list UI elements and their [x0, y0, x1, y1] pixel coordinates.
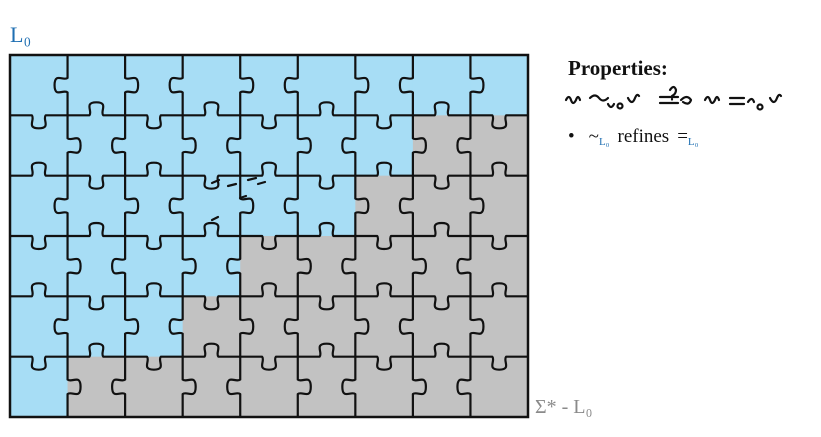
puzzle-piece: [297, 55, 356, 116]
puzzle-seam-vertical: [456, 55, 485, 417]
puzzle-seam-horizontal: [10, 161, 528, 190]
tilde-symbol: ~: [588, 126, 599, 147]
puzzle-pieces: [10, 55, 529, 418]
puzzle-piece: [470, 296, 529, 358]
puzzle-piece: [182, 356, 241, 418]
puzzle-seam-horizontal: [10, 342, 528, 371]
dashed-marks: [210, 176, 267, 222]
puzzle-piece: [470, 356, 529, 418]
puzzle-piece: [297, 356, 356, 418]
puzzle-piece: [125, 356, 184, 418]
puzzle-piece: [182, 115, 241, 177]
equals-symbol: =: [677, 126, 688, 147]
refines-word: refines: [617, 126, 670, 147]
puzzle-seams: [10, 55, 528, 417]
puzzle-seam-vertical: [53, 55, 82, 417]
puzzle-piece: [240, 236, 299, 297]
puzzle-piece: [67, 236, 126, 297]
puzzle-piece: [412, 356, 472, 418]
puzzle-piece: [412, 175, 472, 237]
dash-mark: [226, 182, 238, 188]
puzzle-piece: [125, 175, 184, 237]
puzzle-piece: [355, 55, 414, 116]
puzzle-piece: [10, 356, 69, 418]
puzzle-piece: [297, 296, 356, 358]
property-bullet: • ~L₀ refines =L₀: [568, 126, 698, 148]
dash-mark: [210, 178, 221, 185]
puzzle-piece: [182, 55, 241, 116]
dash-mark: [256, 180, 267, 186]
puzzle-seam-horizontal: [10, 101, 528, 130]
puzzle-piece: [10, 236, 69, 297]
puzzle-piece: [240, 115, 299, 177]
puzzle-piece: [470, 115, 529, 177]
puzzle-piece: [355, 115, 414, 177]
puzzle-piece: [355, 356, 414, 418]
puzzle-piece: [182, 236, 241, 297]
puzzle-piece: [240, 55, 299, 116]
puzzle-piece: [67, 175, 126, 237]
puzzle-piece: [125, 115, 184, 177]
puzzle-piece: [125, 236, 184, 297]
puzzle-piece: [355, 296, 414, 358]
puzzle-piece: [297, 115, 356, 177]
puzzle-seam-vertical: [111, 55, 140, 417]
equals-subscript: L₀: [687, 136, 699, 148]
puzzle-piece: [412, 55, 472, 116]
puzzle-piece: [355, 236, 414, 297]
puzzle-seam-horizontal: [10, 221, 528, 251]
puzzle-seam-vertical: [283, 55, 312, 417]
language-label: L₀: [10, 22, 32, 47]
puzzle-piece: [10, 175, 69, 237]
puzzle-diagram: [8, 53, 530, 419]
puzzle-seam-vertical: [168, 55, 197, 417]
puzzle-seam-vertical: [341, 55, 370, 417]
puzzle-piece: [470, 175, 529, 237]
puzzle-seam-vertical: [398, 55, 427, 417]
puzzle-piece: [412, 296, 472, 358]
puzzle-piece: [125, 296, 184, 358]
puzzle-piece: [240, 296, 299, 358]
complement-label: Σ* - L₀: [535, 396, 593, 418]
puzzle-frame: [8, 53, 530, 419]
puzzle-seam-vertical: [226, 55, 255, 417]
puzzle-piece: [10, 115, 69, 177]
bullet-dot: •: [568, 126, 575, 147]
puzzle-piece: [67, 296, 126, 358]
puzzle-piece: [240, 356, 299, 418]
puzzle-piece: [182, 296, 241, 358]
dash-mark: [246, 176, 258, 182]
puzzle-piece: [412, 236, 472, 297]
dash-mark: [238, 194, 248, 200]
puzzle-seam-horizontal: [10, 282, 528, 311]
puzzle-piece: [470, 55, 529, 116]
properties-title: Properties:: [568, 56, 668, 80]
puzzle-piece: [125, 55, 184, 116]
puzzle-piece: [297, 236, 356, 297]
puzzle-piece: [10, 55, 69, 116]
puzzle-piece: [470, 236, 529, 297]
handwritten-note: [564, 85, 783, 111]
puzzle-piece: [10, 296, 69, 358]
puzzle-piece: [355, 175, 414, 237]
dash-mark: [210, 215, 220, 222]
puzzle-piece: [412, 115, 472, 177]
puzzle-piece: [67, 356, 126, 418]
tilde-subscript: L₀: [598, 136, 610, 148]
puzzle-piece: [67, 55, 126, 116]
puzzle-piece: [240, 175, 299, 237]
puzzle-piece: [297, 175, 356, 237]
puzzle-piece: [67, 115, 126, 177]
